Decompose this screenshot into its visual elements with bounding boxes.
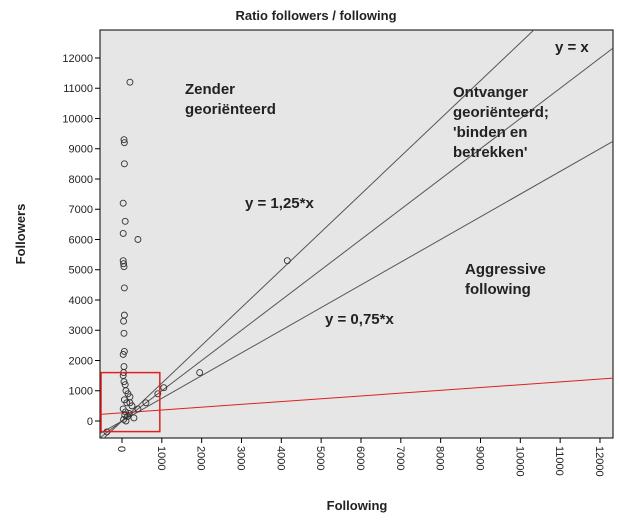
y-tick-label: 8000 [69,174,93,186]
chart-title: Ratio followers / following [235,8,396,23]
point [130,414,138,422]
plot [100,30,613,438]
point [120,136,128,144]
x-tick-label: 9000 [473,446,485,470]
annotation: following [465,281,531,298]
x-tick-label: 8000 [434,446,446,470]
point [134,236,142,243]
x-axis-label: Following [327,498,388,513]
point [122,417,130,425]
annotation: 'binden en [453,124,527,141]
point [120,284,128,292]
point [120,263,128,271]
y-tick-label: 3000 [69,325,93,337]
y-tick-label: 4000 [69,295,93,307]
reference-line [103,30,535,438]
x-tick-label: 7000 [394,446,406,470]
y-axis-label: Followers [13,204,28,265]
point [120,378,128,386]
y-tick-label: 11000 [63,83,93,95]
x-tick-label: 10000 [513,446,525,477]
y-tick-label: 5000 [69,265,93,277]
x-tick-label: 3000 [234,446,246,470]
point [283,257,291,265]
point [120,329,128,337]
annotation: Zender [185,81,235,98]
y-tick-label: 2000 [69,355,93,367]
point [126,78,134,86]
point [120,317,128,325]
reference-line [100,47,613,438]
point [119,350,127,358]
point [120,260,128,268]
x-tick-label: 6000 [354,446,366,470]
point [122,408,130,416]
annotation: georiënteerd; [453,104,549,121]
y-tick-label: 12000 [62,53,93,65]
reference-line [100,377,613,415]
y-tick-label: 0 [87,416,93,428]
point [196,369,204,377]
x-tick-label: 12000 [593,446,605,477]
point [119,199,127,207]
reference-line [100,140,613,434]
y-tick-label: 7000 [69,204,93,216]
x-tick-label: 0 [115,446,127,452]
x-tick-label: 2000 [195,446,207,470]
point [134,405,142,413]
point [120,160,128,168]
annotation: georiënteerd [185,101,276,118]
line-label: y = 0,75*x [325,311,394,328]
annotation: Aggressive [465,261,546,278]
annotation: Ontvanger [453,84,528,101]
annotation: betrekken' [453,144,527,161]
point [120,347,128,355]
line-label: y = x [555,39,589,56]
y-tick-label: 1000 [69,386,93,398]
x-tick-label: 1000 [155,446,167,470]
plot-area [99,29,614,439]
y-tick-label: 6000 [69,234,93,246]
point [126,399,134,407]
y-tick-label: 9000 [69,144,93,156]
point [119,229,127,237]
point [120,139,128,147]
point [160,384,168,392]
point [142,399,150,407]
zoom-box [100,371,161,433]
y-tick-label: 10000 [62,113,93,125]
x-tick-label: 11000 [553,446,565,476]
point [121,217,129,225]
point [123,399,131,407]
x-tick-label: 4000 [274,446,286,470]
point [154,390,162,398]
x-tick-label: 5000 [314,446,326,470]
line-label: y = 1,25*x [245,195,314,212]
